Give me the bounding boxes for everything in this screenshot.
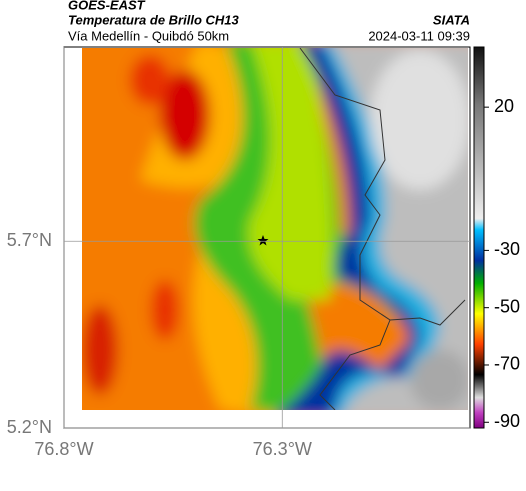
datetime: 2024-03-11 09:39	[368, 28, 470, 43]
border	[389, 299, 466, 326]
colorbar-label: 20	[494, 96, 514, 116]
colorbar-label: -70	[494, 354, 520, 374]
x-tick-label: 76.3°W	[253, 439, 312, 459]
y-tick-label: 5.2°N	[7, 417, 52, 437]
coastline	[299, 48, 391, 410]
source: SIATA	[433, 12, 470, 27]
station-star	[257, 235, 269, 246]
colorbar	[473, 46, 485, 429]
route: Vía Medellín - Quibdó 50km	[68, 28, 229, 43]
y-tick-label: 5.7°N	[7, 230, 52, 250]
subtitle: Temperatura de Brillo CH13	[68, 12, 240, 27]
colorbar-label: -90	[494, 411, 520, 431]
title: GOES-EAST	[68, 0, 146, 12]
x-tick-label: 76.8°W	[34, 439, 93, 459]
colorbar-label: -50	[494, 296, 520, 316]
colorbar-label: -30	[494, 239, 520, 259]
heatmap	[82, 48, 468, 410]
